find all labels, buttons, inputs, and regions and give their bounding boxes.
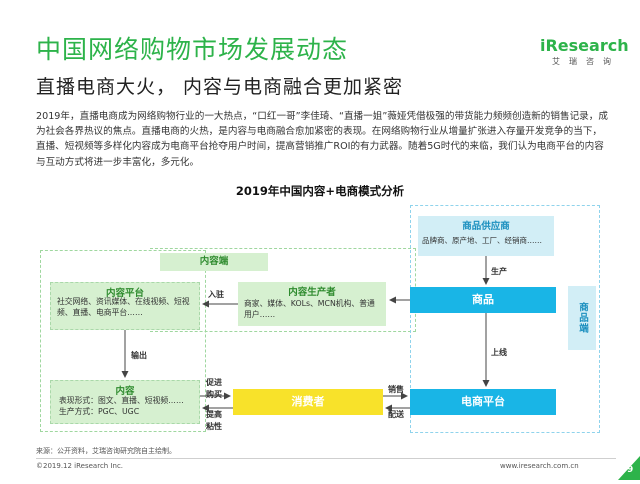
page-corner-shape: [618, 456, 640, 480]
ecommerce-platform-bar: 电商平台: [410, 389, 556, 415]
consumer-bar: 消费者: [233, 389, 383, 415]
content-producer-desc: 商家、媒体、KOLs、MCN机构、普通用户……: [244, 299, 375, 319]
commodity-side-label: 商品端: [568, 286, 596, 350]
content-side-label: 内容端: [160, 253, 268, 271]
content-desc-form: 表现形式：图文、直播、短视频……: [59, 396, 184, 405]
goods-bar: 商品: [410, 287, 556, 313]
page-number: 9: [627, 465, 634, 475]
commodity-side-region: [410, 205, 600, 433]
content-producer-title: 内容生产者: [288, 287, 336, 298]
iresearch-logo: iResearch 艾瑞咨询: [540, 36, 632, 67]
logo-sub: 艾瑞咨询: [552, 57, 620, 66]
content-producer-box: 内容生产者 商家、媒体、KOLs、MCN机构、普通用户……: [238, 282, 386, 326]
label-sales: 销售: [388, 385, 404, 394]
content-box: 内容 表现形式：图文、直播、短视频…… 生产方式：PGC、UGC: [50, 380, 200, 424]
source-note: 来源：公开资料，艾瑞咨询研究院自主绘制。: [36, 447, 176, 455]
footer-copyright: ©2019.12 iResearch Inc.: [36, 462, 124, 470]
diagram-title: 2019年中国内容+电商模式分析: [235, 184, 405, 198]
footer-divider: [36, 458, 616, 459]
commodity-side-label-text: 商品端: [577, 302, 588, 334]
content-platform-title: 内容平台: [105, 288, 144, 299]
label-promote: 促进购买: [206, 378, 222, 399]
page-number-badge: 9: [618, 456, 640, 480]
label-production: 生产: [491, 267, 507, 276]
label-stickiness: 提高粘性: [206, 410, 222, 431]
intro-paragraph: 2019年，直播电商成为网络购物行业的一大热点，“口红一哥”李佳琦、“直播一姐”…: [36, 111, 608, 168]
label-listing: 上线: [491, 348, 507, 357]
supplier-desc: 品牌商、原产地、工厂、经销商……: [422, 236, 542, 245]
label-output: 输出: [131, 351, 147, 360]
label-enter: 入驻: [208, 290, 224, 299]
content-desc-production: 生产方式：PGC、UGC: [59, 407, 140, 416]
content-title: 内容: [115, 386, 135, 397]
label-delivery: 配送: [388, 410, 404, 419]
footer-website: www.iresearch.com.cn: [500, 462, 579, 470]
logo-brand: iResearch: [540, 36, 629, 55]
content-platform-box: 内容平台 社交网络、资讯媒体、在线视频、短视频、直播、电商平台……: [50, 282, 200, 330]
supplier-title: 商品供应商: [462, 221, 510, 232]
supplier-box: 商品供应商 品牌商、原产地、工厂、经销商……: [418, 216, 554, 256]
content-side-region: [40, 250, 206, 432]
page-subtitle: 直播电商大火， 内容与电商融合更加紧密: [36, 76, 404, 98]
page-title: 中国网络购物市场发展动态: [36, 35, 349, 64]
content-platform-desc: 社交网络、资讯媒体、在线视频、短视频、直播、电商平台……: [57, 297, 190, 317]
